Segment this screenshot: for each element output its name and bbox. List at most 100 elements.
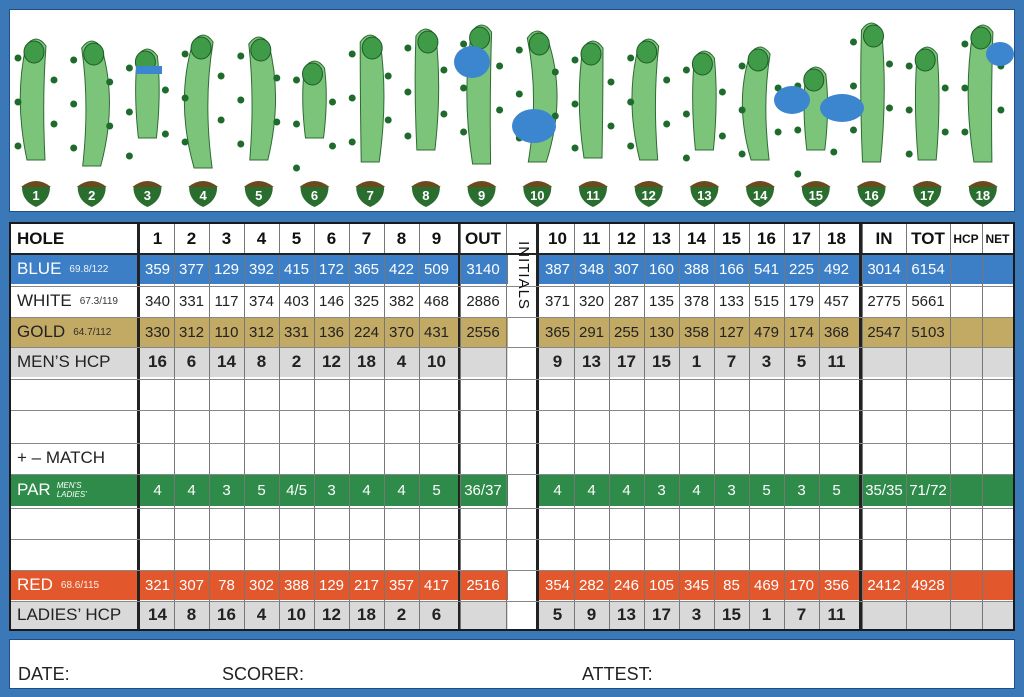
score-cell[interactable] bbox=[644, 508, 679, 538]
score-cell[interactable] bbox=[784, 410, 819, 440]
score-cell[interactable] bbox=[279, 379, 314, 409]
score-cell[interactable] bbox=[384, 410, 419, 440]
score-cell[interactable] bbox=[460, 539, 506, 569]
score-cell[interactable] bbox=[982, 508, 1013, 538]
score-cell[interactable] bbox=[384, 379, 419, 409]
score-cell[interactable] bbox=[349, 379, 384, 409]
score-cell[interactable] bbox=[819, 410, 854, 440]
score-cell[interactable] bbox=[314, 410, 349, 440]
player-name-cell[interactable] bbox=[11, 410, 137, 440]
score-cell[interactable] bbox=[609, 539, 644, 569]
score-cell[interactable] bbox=[906, 410, 950, 440]
player-name-cell[interactable] bbox=[11, 508, 137, 538]
match-cell[interactable] bbox=[384, 443, 419, 473]
score-cell[interactable] bbox=[209, 539, 244, 569]
score-cell[interactable] bbox=[644, 379, 679, 409]
match-cell[interactable] bbox=[819, 443, 854, 473]
score-cell[interactable] bbox=[906, 539, 950, 569]
score-cell[interactable] bbox=[349, 539, 384, 569]
score-cell[interactable] bbox=[419, 539, 454, 569]
match-cell[interactable] bbox=[784, 443, 819, 473]
score-cell[interactable] bbox=[749, 539, 784, 569]
score-cell[interactable] bbox=[174, 379, 209, 409]
score-cell[interactable] bbox=[982, 539, 1013, 569]
score-cell[interactable] bbox=[679, 410, 714, 440]
score-cell[interactable] bbox=[540, 539, 575, 569]
score-cell[interactable] bbox=[540, 508, 575, 538]
score-cell[interactable] bbox=[419, 410, 454, 440]
score-cell[interactable] bbox=[209, 379, 244, 409]
score-cell[interactable] bbox=[679, 539, 714, 569]
match-cell[interactable] bbox=[314, 443, 349, 473]
score-cell[interactable] bbox=[714, 539, 749, 569]
match-cell[interactable] bbox=[749, 443, 784, 473]
score-cell[interactable] bbox=[950, 379, 982, 409]
player-name-cell[interactable] bbox=[11, 539, 137, 569]
match-cell[interactable] bbox=[244, 443, 279, 473]
score-cell[interactable] bbox=[244, 508, 279, 538]
match-cell[interactable] bbox=[862, 443, 906, 473]
score-cell[interactable] bbox=[574, 539, 609, 569]
score-cell[interactable] bbox=[819, 379, 854, 409]
match-cell[interactable] bbox=[714, 443, 749, 473]
score-cell[interactable] bbox=[784, 379, 819, 409]
score-cell[interactable] bbox=[906, 379, 950, 409]
score-cell[interactable] bbox=[714, 410, 749, 440]
match-cell[interactable] bbox=[279, 443, 314, 473]
score-cell[interactable] bbox=[862, 410, 906, 440]
score-cell[interactable] bbox=[574, 379, 609, 409]
score-cell[interactable] bbox=[982, 410, 1013, 440]
score-cell[interactable] bbox=[714, 508, 749, 538]
match-cell[interactable] bbox=[950, 443, 982, 473]
score-cell[interactable] bbox=[140, 379, 175, 409]
score-cell[interactable] bbox=[784, 508, 819, 538]
score-cell[interactable] bbox=[174, 410, 209, 440]
score-cell[interactable] bbox=[349, 508, 384, 538]
score-cell[interactable] bbox=[644, 539, 679, 569]
score-cell[interactable] bbox=[244, 410, 279, 440]
score-cell[interactable] bbox=[574, 410, 609, 440]
score-cell[interactable] bbox=[609, 379, 644, 409]
score-cell[interactable] bbox=[314, 508, 349, 538]
score-cell[interactable] bbox=[314, 379, 349, 409]
score-cell[interactable] bbox=[609, 508, 644, 538]
match-cell[interactable] bbox=[982, 443, 1013, 473]
score-cell[interactable] bbox=[460, 379, 506, 409]
score-cell[interactable] bbox=[784, 539, 819, 569]
score-cell[interactable] bbox=[140, 410, 175, 440]
score-cell[interactable] bbox=[314, 539, 349, 569]
score-cell[interactable] bbox=[384, 508, 419, 538]
score-cell[interactable] bbox=[384, 539, 419, 569]
score-cell[interactable] bbox=[679, 508, 714, 538]
score-cell[interactable] bbox=[244, 379, 279, 409]
score-cell[interactable] bbox=[950, 508, 982, 538]
score-cell[interactable] bbox=[209, 410, 244, 440]
score-cell[interactable] bbox=[349, 410, 384, 440]
match-cell[interactable] bbox=[679, 443, 714, 473]
score-cell[interactable] bbox=[982, 379, 1013, 409]
match-cell[interactable] bbox=[609, 443, 644, 473]
score-cell[interactable] bbox=[140, 508, 175, 538]
score-cell[interactable] bbox=[460, 410, 506, 440]
score-cell[interactable] bbox=[862, 379, 906, 409]
match-cell[interactable] bbox=[140, 443, 175, 473]
match-cell[interactable] bbox=[540, 443, 575, 473]
player-name-cell[interactable] bbox=[11, 379, 137, 409]
score-cell[interactable] bbox=[862, 508, 906, 538]
score-cell[interactable] bbox=[209, 508, 244, 538]
score-cell[interactable] bbox=[749, 410, 784, 440]
score-cell[interactable] bbox=[244, 539, 279, 569]
score-cell[interactable] bbox=[279, 508, 314, 538]
score-cell[interactable] bbox=[679, 379, 714, 409]
score-cell[interactable] bbox=[819, 539, 854, 569]
score-cell[interactable] bbox=[862, 539, 906, 569]
score-cell[interactable] bbox=[749, 379, 784, 409]
score-cell[interactable] bbox=[540, 410, 575, 440]
score-cell[interactable] bbox=[574, 508, 609, 538]
match-cell[interactable] bbox=[906, 443, 950, 473]
score-cell[interactable] bbox=[279, 539, 314, 569]
score-cell[interactable] bbox=[906, 508, 950, 538]
score-cell[interactable] bbox=[644, 410, 679, 440]
match-cell[interactable] bbox=[460, 443, 506, 473]
score-cell[interactable] bbox=[460, 508, 506, 538]
